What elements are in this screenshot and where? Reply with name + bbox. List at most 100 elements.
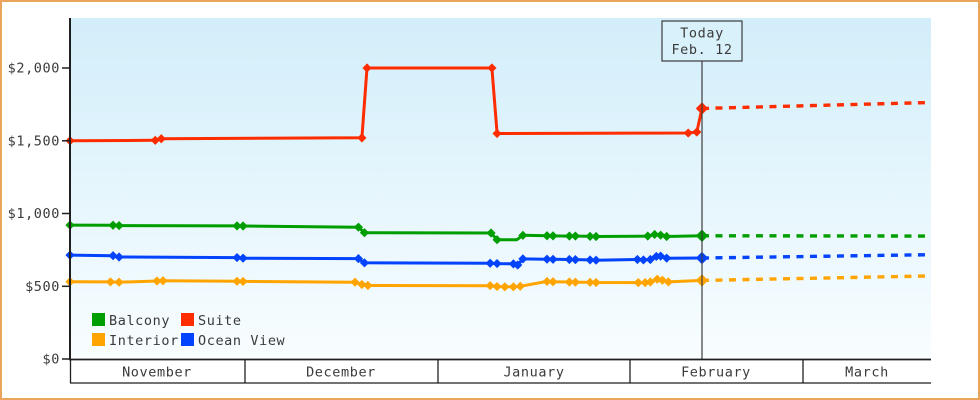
series-interior-marker [585,277,595,287]
series-balcony-marker [564,231,574,241]
series-interior [65,274,932,292]
series-suite-marker [362,63,372,73]
series-interior-marker [591,277,601,288]
series-balcony-marker [486,228,496,238]
series-interior-marker [105,277,116,287]
legend-label-ocean-view: Ocean View [198,333,286,349]
series-layer [65,63,932,292]
series-balcony-marker [238,221,248,231]
legend-swatch-suite [181,313,194,326]
series-interior-marker [564,277,574,287]
series-suite-marker [487,63,497,73]
series-interior-marker [542,276,552,287]
series-balcony-marker [359,228,370,238]
series-ocean-view-marker [591,255,601,265]
series-ocean-view [65,250,932,270]
series-interior-marker [485,281,495,291]
series-balcony-marker [643,231,653,241]
series-ocean-view-marker [656,251,666,261]
legend-label-suite: Suite [198,313,242,329]
series-interior-marker [500,282,510,292]
series-ocean-view-marker [564,254,574,265]
legend-swatch-interior [92,333,105,346]
month-label: February [681,365,751,381]
series-interior-marker [357,279,367,290]
series-interior-marker [232,276,242,286]
series-interior-marker [570,277,581,287]
today-date: Feb. 12 [671,42,732,58]
series-balcony-marker [353,222,364,232]
series-balcony-marker [518,230,528,240]
series-interior-marker [657,275,667,285]
y-tick-label: $1,500 [8,133,60,149]
series-ocean-view-forecast [701,252,932,260]
series-ocean-view-marker [114,252,124,262]
today-title: Today [680,26,724,42]
series-ocean-view-marker [542,254,552,264]
series-interior-marker [633,278,643,288]
series-suite [65,63,932,146]
series-balcony-marker [591,231,601,242]
month-label: January [503,365,564,381]
series-suite-marker [357,133,367,143]
plot-area [70,18,931,359]
series-balcony-marker [492,235,502,245]
series-interior-marker [363,280,373,291]
series-ocean-view-marker [638,255,649,265]
series-interior-marker [515,281,525,291]
series-interior-marker [548,277,558,287]
series-interior-marker [645,277,655,287]
series-balcony-marker [662,231,672,242]
series-ocean-view-marker [108,251,118,261]
series-ocean-view-marker [662,253,672,263]
series-ocean-view-marker [353,254,364,264]
legend-label-balcony: Balcony [109,313,170,329]
series-ocean-view-marker [632,254,642,265]
series-ocean-view-marker [359,258,370,268]
month-label: November [122,365,192,381]
series-balcony-marker [656,230,666,240]
series-suite-marker [492,128,502,139]
series-ocean-view-marker [232,252,242,263]
y-tick-label: $2,000 [8,61,60,77]
series-ocean-view-marker [238,253,248,263]
series-suite-marker [692,127,702,137]
month-label: December [306,365,376,381]
series-balcony-marker [114,220,124,231]
series-interior-marker [114,277,124,287]
month-label: March [845,365,889,381]
series-balcony [65,220,932,245]
series-interior-marker [492,281,502,292]
series-ocean-view-marker [548,254,558,264]
series-interior-marker [152,276,162,286]
series-ocean-view-marker [513,260,523,270]
series-balcony-marker [232,221,242,231]
legend-swatch-ocean-view [181,333,194,346]
series-ocean-view-marker [570,255,581,265]
legend-swatch-balcony [92,313,105,326]
series-balcony-marker [570,231,581,241]
series-interior-forecast [701,274,932,283]
y-axis-labels: $0 $500 $1,000 $1,500 $2,000 [8,61,60,368]
series-ocean-view-marker [585,255,595,265]
series-interior-marker [508,282,519,292]
axes [62,18,931,384]
legend-label-interior: Interior [109,333,179,349]
series-interior-marker [663,277,673,287]
series-suite-marker [156,134,166,144]
legend: Balcony Suite Interior Ocean View [92,313,286,349]
series-suite-forecast [701,100,932,111]
series-interior-marker [158,276,168,286]
today-box [661,20,743,62]
series-ocean-view-marker [508,259,519,269]
series-balcony-marker [108,220,118,230]
series-balcony-marker [650,229,660,240]
y-tick-label: $1,000 [8,206,60,222]
x-axis-labels: November December January February March [122,365,889,381]
series-balcony-marker [548,231,558,241]
y-tick-label: $0 [43,352,60,368]
today-annotation: Today Feb. 12 [661,20,743,62]
series-interior-marker [350,277,360,287]
